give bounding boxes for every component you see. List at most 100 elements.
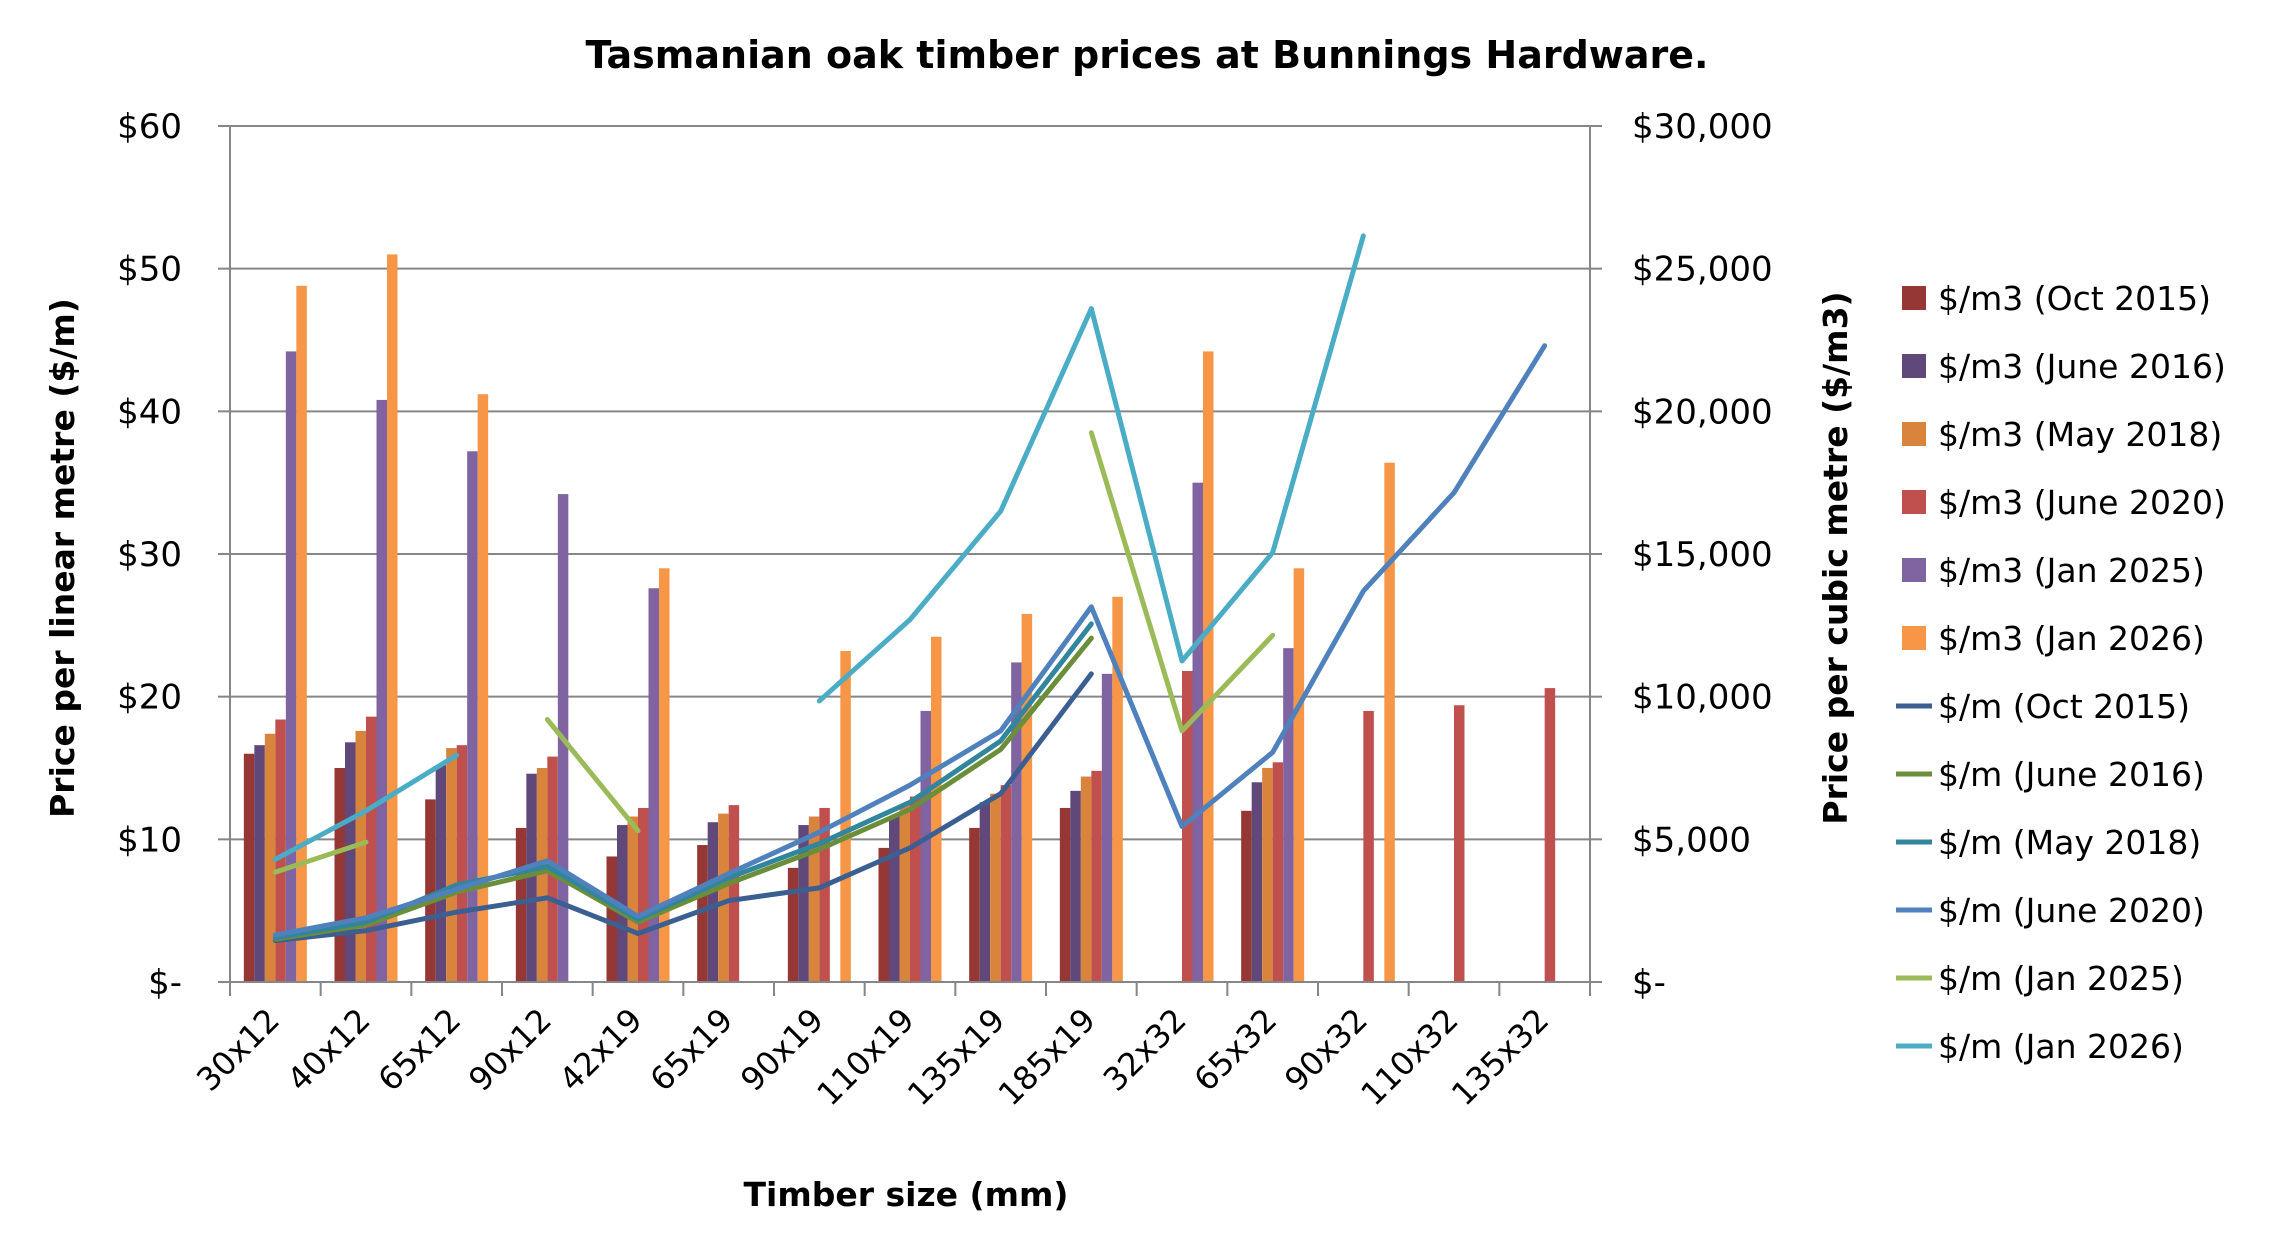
legend-label: $/m (May 2018): [1938, 823, 2201, 862]
bar-m3-may-2018-40x12: [355, 730, 366, 982]
bar-m3-june-2020-65x32: [1272, 762, 1284, 982]
legend-swatch: [1902, 354, 1926, 378]
bar-m3-may-2018-65x19: [718, 813, 729, 982]
bar-m3-june-2020-135x19: [1000, 785, 1012, 982]
right-tick-label-6: $30,000: [1632, 107, 1773, 147]
legend-swatch: [1902, 490, 1926, 514]
legend-item-m-jan-2026: $/m (Jan 2026): [1896, 1027, 2184, 1066]
right-tick-label-2: $10,000: [1632, 678, 1773, 718]
legend-item-m3-oct-2015: $/m3 (Oct 2015): [1902, 279, 2211, 318]
bar-m3-jan-2026-65x12: [477, 394, 489, 982]
bar-m3-june-2016-65x32: [1251, 782, 1263, 982]
right-tick-label-4: $20,000: [1632, 392, 1773, 432]
category-label-40x12: 40x12: [280, 1001, 378, 1099]
legend-label: $/m3 (June 2020): [1938, 483, 2226, 522]
legend-swatch: [1902, 626, 1926, 650]
legend-label: $/m3 (Jan 2026): [1938, 619, 2205, 658]
legend-item-m-oct-2015: $/m (Oct 2015): [1896, 687, 2190, 726]
bar-m3-june-2020-65x12: [456, 745, 468, 982]
category-label-135x19: 135x19: [900, 1001, 1012, 1113]
left-tick-label-0: $-: [148, 963, 182, 1003]
bar-m3-may-2018-65x32: [1262, 768, 1273, 982]
bar-m3-june-2016-30x12: [254, 745, 265, 982]
left-tick-label-2: $20: [117, 678, 182, 718]
legend-label: $/m3 (June 2016): [1938, 347, 2226, 386]
bar-m3-oct-2015-40x12: [334, 768, 345, 982]
bar-m3-jan-2025-65x12: [467, 451, 478, 982]
left-tick-label-1: $10: [117, 820, 182, 860]
bar-m3-jan-2026-185x19: [1112, 596, 1123, 982]
bar-m3-may-2018-30x12: [264, 733, 276, 982]
legend: $/m3 (Oct 2015) $/m3 (June 2016) $/m3 (May…: [1896, 279, 2226, 1066]
bar-m3-jan-2025-110x19: [920, 710, 931, 982]
legend-swatch: [1902, 422, 1926, 446]
legend-item-m3-june-2020: $/m3 (June 2020): [1902, 483, 2226, 522]
line-m-june-2016-seg-0: [272, 635, 1094, 942]
bar-m3-jan-2026-65x32: [1293, 568, 1305, 982]
bar-m3-june-2020-90x19: [819, 807, 830, 982]
category-label-65x12: 65x12: [370, 1001, 468, 1099]
bar-m3-june-2016-42x19: [617, 825, 628, 982]
bar-m3-oct-2015-90x12: [515, 827, 527, 982]
bar-m3-oct-2015-185x19: [1059, 807, 1071, 982]
bar-series: [243, 254, 1556, 983]
bar-m3-june-2020-185x19: [1091, 770, 1102, 982]
bar-m3-jan-2026-42x19: [659, 568, 670, 982]
line-m-june-2020-seg-0: [272, 343, 1548, 938]
bar-m3-june-2020-135x32: [1544, 688, 1556, 982]
bar-m3-may-2018-185x19: [1080, 776, 1092, 982]
bar-m3-june-2020-42x19: [638, 807, 649, 982]
legend-item-m-june-2016: $/m (June 2016): [1896, 755, 2205, 794]
bar-m3-june-2016-185x19: [1070, 790, 1081, 982]
bar-m3-jan-2025-40x12: [376, 399, 387, 982]
category-label-110x19: 110x19: [809, 1001, 921, 1113]
bar-m3-oct-2015-65x19: [697, 845, 708, 982]
right-tick-label-0: $-: [1632, 963, 1666, 1003]
bar-m3-jan-2026-110x19: [931, 636, 942, 982]
legend-label: $/m (Jan 2026): [1938, 1027, 2184, 1066]
bar-m3-june-2016-90x19: [798, 825, 809, 982]
legend-item-m-june-2020: $/m (June 2020): [1896, 891, 2205, 930]
bar-m3-jan-2026-90x32: [1384, 462, 1395, 982]
bar-m3-june-2016-40x12: [345, 742, 356, 982]
line-m-jan-2025-seg-1: [544, 716, 641, 834]
right-axis-ticks: $- $5,000 $10,000 $15,000 $20,000 $25,000 $30,…: [1632, 107, 1773, 1003]
bar-m3-may-2018-135x19: [990, 793, 1001, 982]
bar-m3-may-2018-90x19: [808, 816, 820, 982]
category-label-90x12: 90x12: [461, 1001, 559, 1099]
legend-item-m-may-2018: $/m (May 2018): [1896, 823, 2201, 862]
legend-item-m3-june-2016: $/m3 (June 2016): [1902, 347, 2226, 386]
legend-item-m3-may-2018: $/m3 (May 2018): [1902, 415, 2222, 454]
bar-m3-june-2020-110x19: [910, 796, 921, 982]
y-axis-title-left: Price per linear metre ($/m): [43, 298, 82, 818]
bar-m3-jan-2026-135x19: [1021, 613, 1033, 982]
bar-m3-june-2020-40x12: [366, 716, 377, 982]
bar-m3-oct-2015-90x19: [787, 867, 799, 982]
legend-item-m3-jan-2026: $/m3 (Jan 2026): [1902, 619, 2205, 658]
category-label-65x19: 65x19: [642, 1001, 740, 1099]
line-m-jan-2026-seg-1: [816, 233, 1366, 704]
bar-m3-june-2020-32x32: [1182, 670, 1193, 982]
bar-m3-oct-2015-42x19: [606, 856, 617, 982]
category-label-110x32: 110x32: [1353, 1001, 1465, 1113]
bar-m3-jan-2026-32x32: [1203, 351, 1214, 982]
bar-m3-may-2018-110x19: [899, 805, 910, 982]
legend-label: $/m3 (Jan 2025): [1938, 551, 2205, 590]
left-tick-label-3: $30: [117, 535, 182, 575]
category-label-135x32: 135x32: [1444, 1001, 1556, 1113]
legend-item-m-jan-2025: $/m (Jan 2025): [1896, 959, 2184, 998]
legend-label: $/m3 (May 2018): [1938, 415, 2222, 454]
category-labels: 30x1240x1265x1290x1242x1965x1990x19110x1…: [189, 1001, 1556, 1113]
bar-m3-jan-2026-30x12: [296, 285, 307, 983]
bar-m3-jan-2025-32x32: [1192, 482, 1203, 982]
line-m-may-2018-seg-0: [272, 621, 1094, 941]
left-tick-label-4: $40: [117, 392, 182, 432]
y-axis-title-right: Price per cubic metre ($/m3): [1816, 291, 1855, 824]
bar-m3-oct-2015-30x12: [243, 753, 255, 982]
bar-m3-jan-2025-65x32: [1283, 648, 1294, 982]
line-series: [272, 233, 1548, 944]
bar-m3-june-2020-65x19: [728, 805, 740, 982]
bar-m3-may-2018-42x19: [627, 816, 638, 982]
bar-m3-june-2020-90x32: [1363, 710, 1374, 982]
bar-m3-june-2016-90x12: [526, 773, 537, 982]
